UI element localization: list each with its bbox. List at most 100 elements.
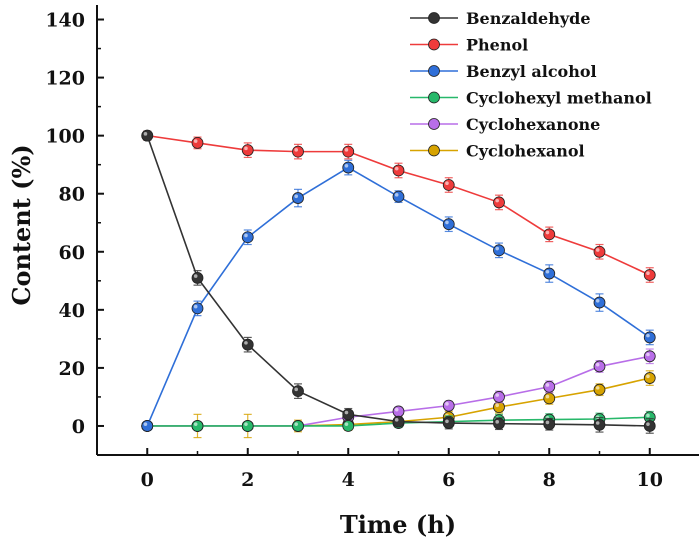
data-point xyxy=(191,420,204,432)
legend-marker xyxy=(428,144,440,157)
data-point xyxy=(141,129,154,142)
data-point-highlight xyxy=(595,386,600,390)
y-tick-label: 140 xyxy=(45,10,85,32)
data-point xyxy=(643,372,656,384)
data-point-highlight xyxy=(646,374,650,379)
data-point-highlight xyxy=(545,383,550,387)
data-point xyxy=(241,338,254,351)
series-benzyl-alcohol xyxy=(141,159,656,432)
data-point xyxy=(643,350,656,363)
data-point xyxy=(593,383,606,396)
data-point-highlight xyxy=(394,407,399,412)
data-point-highlight xyxy=(193,139,198,143)
data-point xyxy=(543,228,556,241)
data-point-highlight xyxy=(394,193,399,197)
data-point xyxy=(543,418,556,431)
data-point-highlight xyxy=(445,419,449,424)
legend-marker xyxy=(428,91,440,104)
data-point xyxy=(191,272,204,284)
data-point-highlight xyxy=(445,402,449,406)
data-point xyxy=(292,192,304,204)
data-point xyxy=(593,360,606,373)
legend: Benzaldehyde Phenol Benzyl alcohol Cyclohex… xyxy=(410,9,652,161)
data-point-highlight xyxy=(244,341,248,345)
data-point-highlight xyxy=(344,163,349,168)
data-point-highlight xyxy=(244,233,248,238)
data-point-highlight xyxy=(646,352,650,357)
data-point xyxy=(442,417,455,429)
data-point-highlight xyxy=(294,148,299,152)
data-point xyxy=(392,164,405,177)
x-tick-label: 6 xyxy=(442,469,455,491)
data-point xyxy=(141,420,154,432)
data-point-highlight xyxy=(394,418,399,422)
data-point-highlight xyxy=(294,194,299,199)
data-point-highlight xyxy=(143,132,148,136)
data-point xyxy=(392,415,405,428)
series-line xyxy=(146,166,651,427)
x-tick-label: 10 xyxy=(637,469,663,491)
data-point-highlight xyxy=(595,421,600,425)
data-point-highlight xyxy=(646,271,650,276)
data-point-highlight xyxy=(495,403,500,408)
data-point xyxy=(342,161,355,174)
data-point xyxy=(442,179,455,191)
data-point-highlight xyxy=(646,413,650,418)
data-point-highlight xyxy=(445,220,449,225)
y-axis-label: Content (%) xyxy=(7,144,36,305)
legend-label: Phenol xyxy=(466,36,528,55)
y-tick-label: 100 xyxy=(45,126,85,148)
data-point xyxy=(292,385,304,398)
legend-marker xyxy=(428,38,440,51)
legend-item: Cyclohexanone xyxy=(410,115,600,134)
legend-label: Benzaldehyde xyxy=(466,9,591,28)
data-point-highlight xyxy=(193,304,198,309)
data-point-highlight xyxy=(244,422,248,426)
data-point-highlight xyxy=(244,146,248,151)
data-point-highlight xyxy=(294,387,299,392)
legend-item: Benzaldehyde xyxy=(410,9,591,28)
data-point xyxy=(191,137,204,149)
data-point xyxy=(493,196,505,209)
data-point-highlight xyxy=(344,422,349,426)
data-point-highlight xyxy=(595,298,600,303)
data-point xyxy=(292,145,304,158)
data-point xyxy=(543,392,556,405)
legend-item: Cyclohexyl methanol xyxy=(410,89,652,108)
y-tick-label: 0 xyxy=(72,416,85,438)
series-layer xyxy=(141,129,656,439)
data-point-highlight xyxy=(344,148,349,152)
data-point-highlight xyxy=(294,422,299,426)
data-point xyxy=(543,267,556,280)
data-point xyxy=(392,190,405,203)
data-point-highlight xyxy=(394,166,399,171)
data-point-highlight xyxy=(545,420,550,425)
x-tick-label: 4 xyxy=(342,469,355,491)
data-point xyxy=(191,302,204,315)
data-point-highlight xyxy=(545,269,550,274)
x-tick-label: 2 xyxy=(241,469,254,491)
data-point-highlight xyxy=(193,274,198,278)
data-point-highlight xyxy=(143,422,148,426)
y-tick-label: 80 xyxy=(59,184,85,206)
y-tick-label: 60 xyxy=(59,242,85,264)
y-tick-label: 40 xyxy=(59,300,85,322)
legend-item: Benzyl alcohol xyxy=(410,62,597,81)
data-point xyxy=(342,420,355,432)
legend-marker xyxy=(428,65,440,77)
data-point xyxy=(493,417,505,430)
data-point xyxy=(493,391,505,403)
data-point xyxy=(643,331,656,344)
ticks: 0 20 40 60 80 100 120 140 0 2 4 6 8 10 xyxy=(45,10,663,491)
data-point xyxy=(643,269,656,281)
data-point-highlight xyxy=(545,394,550,399)
data-point xyxy=(593,296,606,309)
data-point xyxy=(493,244,505,257)
data-point xyxy=(292,420,304,432)
data-point-highlight xyxy=(646,333,650,338)
legend-label: Cyclohexanone xyxy=(466,115,600,134)
legend-marker xyxy=(428,12,440,24)
legend-label: Cyclohexyl methanol xyxy=(466,89,652,108)
data-point xyxy=(392,405,405,418)
